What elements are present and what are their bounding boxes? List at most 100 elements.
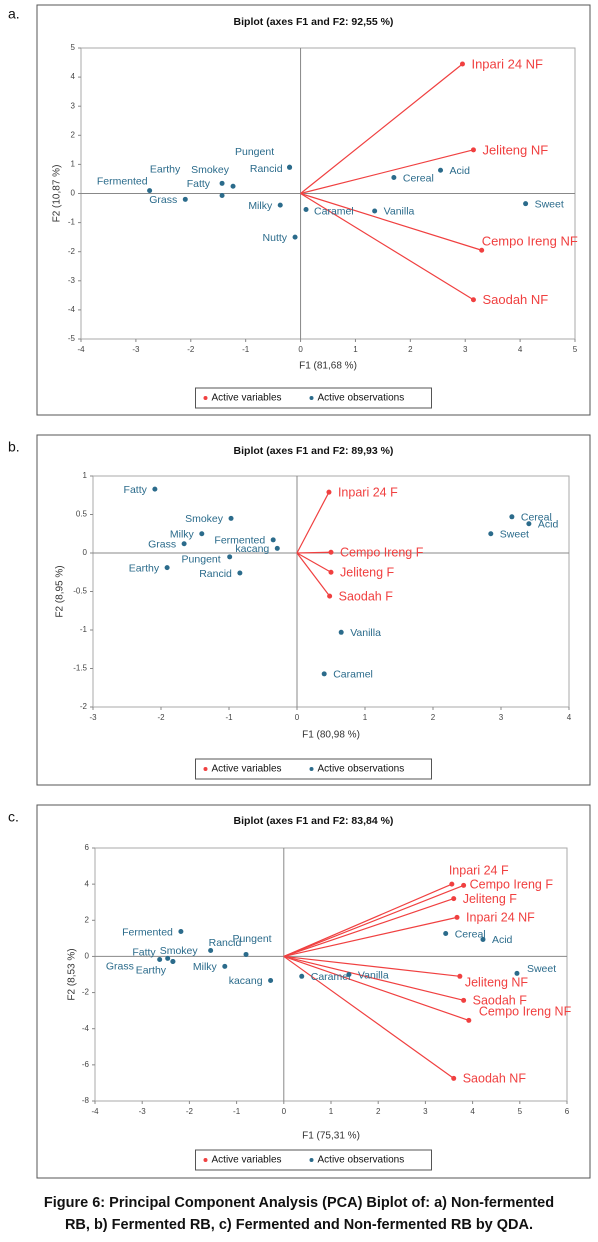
variable-vector (283, 898, 454, 957)
chart-title: Biplot (axes F1 and F2: 83,84 %) (234, 815, 394, 827)
variable-label: Inpari 24 NF (466, 911, 535, 925)
observation-point (523, 201, 529, 207)
observation-label: Caramel (333, 669, 373, 681)
observation-point (243, 951, 249, 957)
y-tick-label: -6 (82, 1060, 90, 1069)
observation-point (208, 947, 214, 953)
x-tick-label: 0 (298, 345, 303, 354)
x-axis-label: F1 (75,31 %) (302, 1131, 360, 1142)
variable-point (470, 297, 476, 303)
observation-point (488, 531, 494, 537)
legend-marker (203, 767, 208, 771)
variable-label: Jeliteng F (340, 566, 395, 580)
x-tick-label: 4 (567, 713, 572, 722)
observation-point (372, 208, 378, 214)
x-tick-label: 4 (470, 1107, 475, 1116)
legend-label: Active observations (318, 1155, 405, 1166)
observation-point (219, 193, 225, 199)
observation-point (321, 671, 327, 677)
observation-label: Rancid (250, 163, 283, 175)
x-tick-label: -2 (187, 345, 195, 354)
variable-vector (283, 884, 464, 957)
observation-label: Fermented (97, 175, 148, 187)
observation-label: Cereal (455, 928, 486, 940)
observation-point (277, 202, 283, 208)
x-tick-label: 0 (282, 1107, 287, 1116)
observation-label: Fermented (214, 535, 265, 547)
x-tick-label: 3 (423, 1107, 428, 1116)
x-tick-label: 1 (363, 713, 368, 722)
legend-label: Active variables (212, 393, 282, 404)
observation-point (237, 570, 243, 576)
observation-label: Earthy (150, 163, 181, 175)
variable-label: Jeliteng F (463, 892, 518, 906)
y-tick-label: -2 (80, 702, 88, 711)
x-tick-label: -2 (186, 1107, 194, 1116)
variable-point (470, 147, 476, 153)
observation-point (346, 972, 352, 977)
variable-point (466, 1017, 472, 1023)
x-tick-label: -4 (91, 1107, 99, 1116)
y-tick-label: 5 (71, 43, 76, 52)
x-tick-label: 2 (408, 345, 413, 354)
caption: Figure 6: Principal Component Analysis (… (44, 1195, 554, 1211)
observation-label: Sweet (527, 963, 556, 975)
panel-frame (36, 4, 591, 416)
observation-label: Acid (492, 934, 513, 946)
x-tick-label: -3 (132, 345, 140, 354)
y-axis-label: F2 (8,53 %) (67, 948, 78, 1000)
y-tick-label: -3 (68, 276, 76, 285)
variable-label: Saodah NF (463, 1072, 527, 1086)
variable-label: Inpari 24 F (338, 485, 398, 499)
x-axis-label: F1 (80,98 %) (302, 730, 360, 741)
variable-point (328, 549, 334, 555)
observation-point (230, 183, 236, 189)
x-tick-label: 3 (499, 713, 504, 722)
observation-label: Vanilla (358, 969, 389, 981)
observation-label: Smokey (191, 164, 230, 176)
x-tick-label: 2 (376, 1107, 381, 1116)
observation-point (222, 963, 228, 969)
y-axis-label: F2 (10,87 %) (52, 165, 63, 223)
variable-label: Cempo Ireng F (340, 546, 424, 560)
observation-point (219, 180, 225, 186)
y-tick-label: -1 (80, 625, 88, 634)
x-tick-label: 0 (295, 713, 300, 722)
observation-label: Earthy (136, 964, 167, 976)
x-tick-label: -2 (157, 713, 165, 722)
legend-marker (203, 1158, 208, 1162)
observation-label: Acid (538, 519, 559, 531)
x-tick-label: -1 (225, 713, 233, 722)
observation-label: Pungent (182, 554, 221, 566)
variable-label: Inpari 24 F (449, 863, 509, 877)
variable-point (327, 593, 333, 599)
y-tick-label: 0.5 (76, 510, 88, 519)
variable-vector (283, 955, 455, 1079)
observation-label: Cereal (403, 172, 434, 184)
chart-title: Biplot (axes F1 and F2: 89,93 %) (234, 445, 394, 457)
variable-vector (283, 883, 453, 957)
observation-label: Caramel (314, 205, 354, 217)
x-tick-label: 3 (463, 345, 468, 354)
observation-point (338, 629, 344, 635)
observation-point (526, 521, 532, 527)
variable-vector (283, 955, 464, 1001)
observation-label: Smokey (160, 945, 199, 957)
variable-label: Jeliteng NF (465, 976, 529, 990)
variable-point (461, 882, 467, 888)
observation-label: Cereal (521, 512, 552, 524)
variable-vector (300, 63, 463, 194)
observation-point (157, 957, 163, 963)
variable-vector (300, 149, 474, 195)
y-tick-label: 0 (83, 548, 88, 557)
x-tick-label: 4 (518, 345, 523, 354)
variable-vector (283, 916, 458, 958)
variable-point (326, 489, 332, 495)
observation-label: Grass (149, 194, 177, 206)
variable-point (449, 881, 455, 887)
observation-label: Nutty (263, 232, 288, 244)
observation-point (292, 234, 298, 240)
variable-label: Jeliteng NF (482, 142, 548, 157)
observation-label: Fermented (122, 926, 173, 938)
y-tick-label: -5 (68, 334, 76, 343)
